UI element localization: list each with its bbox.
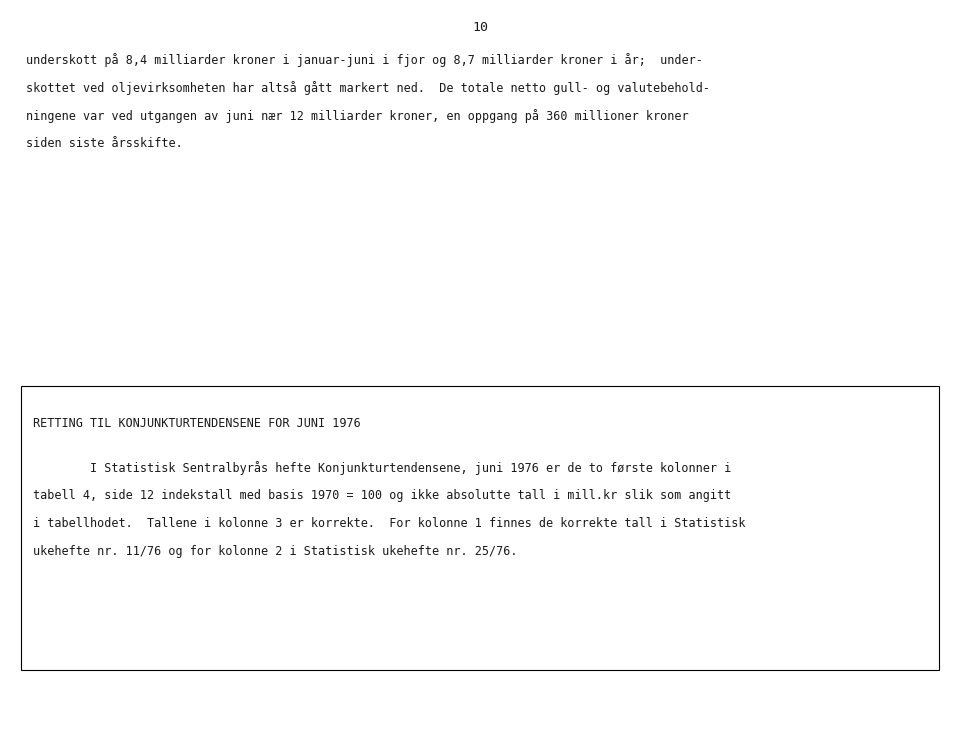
Text: siden siste årsskifte.: siden siste årsskifte. <box>26 137 182 151</box>
Text: tabell 4, side 12 indekstall med basis 1970 = 100 og ikke absolutte tall i mill.: tabell 4, side 12 indekstall med basis 1… <box>33 489 731 503</box>
Text: I Statistisk Sentralbyrås hefte Konjunkturtendensene, juni 1976 er de to første : I Statistisk Sentralbyrås hefte Konjunkt… <box>33 461 731 475</box>
Text: i tabellhodet.  Tallene i kolonne 3 er korrekte.  For kolonne 1 finnes de korrek: i tabellhodet. Tallene i kolonne 3 er ko… <box>33 517 745 531</box>
Text: underskott på 8,4 milliarder kroner i januar-juni i fjor og 8,7 milliarder krone: underskott på 8,4 milliarder kroner i ja… <box>26 53 703 67</box>
Bar <box>21 386 939 670</box>
Text: 10: 10 <box>472 21 488 34</box>
Text: ningene var ved utgangen av juni nær 12 milliarder kroner, en oppgang på 360 mil: ningene var ved utgangen av juni nær 12 … <box>26 109 688 123</box>
Text: ukehefte nr. 11/76 og for kolonne 2 i Statistisk ukehefte nr. 25/76.: ukehefte nr. 11/76 og for kolonne 2 i St… <box>33 545 517 559</box>
Text: skottet ved oljevirksomheten har altså gått markert ned.  De totale netto gull- : skottet ved oljevirksomheten har altså g… <box>26 81 709 95</box>
Text: RETTING TIL KONJUNKTURTENDENSENE FOR JUNI 1976: RETTING TIL KONJUNKTURTENDENSENE FOR JUN… <box>33 417 360 430</box>
